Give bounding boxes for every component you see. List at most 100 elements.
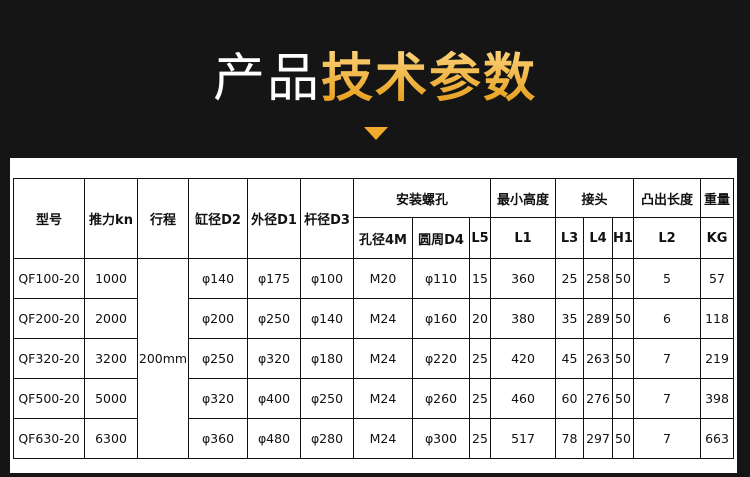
triangle-down-icon (364, 127, 388, 140)
table-cell: 5000 (84, 378, 138, 419)
table-cell: 6300 (84, 418, 138, 459)
table-cell: M24 (353, 418, 413, 459)
table-cell: φ400 (247, 378, 301, 419)
header-l3: L3 (555, 217, 584, 259)
table-cell: 420 (490, 338, 556, 379)
subheader-row: 孔径4M 圆周D4 L5 L1 L3 L4 H1 L2 KG (14, 217, 734, 259)
table-cell: 50 (612, 298, 634, 339)
table-cell: 50 (612, 378, 634, 419)
header-weight: 重量 (700, 178, 734, 218)
header-rod: 杆径D3 (300, 178, 354, 259)
header-row: 型号 推力kn 行程 缸径D2 外径D1 杆径D3 安装螺孔 最小高度 接头 凸… (13, 178, 734, 259)
table-cell: φ280 (300, 418, 354, 459)
table-cell: 297 (583, 418, 613, 459)
spec-table: 型号 推力kn 行程 缸径D2 外径D1 杆径D3 安装螺孔 最小高度 接头 凸… (13, 178, 734, 459)
table-cell: 2000 (84, 298, 138, 339)
header-h1: H1 (612, 217, 634, 259)
table-cell: 517 (490, 418, 556, 459)
header-hole: 孔径4M (353, 217, 413, 259)
table-cell: 25 (469, 338, 491, 379)
table-cell: 263 (583, 338, 613, 379)
table-cell: QF320-20 (13, 338, 85, 379)
table-cell: φ180 (300, 338, 354, 379)
table-cell: φ110 (412, 258, 470, 299)
table-cell: φ140 (300, 298, 354, 339)
table-cell: 118 (700, 298, 734, 339)
table-cell: 78 (555, 418, 584, 459)
table-cell: 6 (633, 298, 701, 339)
table-cell: φ300 (412, 418, 470, 459)
header-outer: 外径D1 (247, 178, 301, 259)
table-cell: QF200-20 (13, 298, 85, 339)
header-circle: 圆周D4 (412, 217, 470, 259)
table-cell: M20 (353, 258, 413, 299)
table-cell: M24 (353, 378, 413, 419)
cell-stroke: 200mm (137, 258, 189, 459)
table-cell: φ175 (247, 258, 301, 299)
title-highlight: 技术参数 (321, 49, 538, 109)
table-cell: φ320 (247, 338, 301, 379)
table-cell: 3200 (84, 338, 138, 379)
table-cell: QF500-20 (13, 378, 85, 419)
header-mount: 安装螺孔 (353, 178, 491, 218)
table-cell: 25 (555, 258, 584, 299)
table-cell: 1000 (84, 258, 138, 299)
table-cell: φ360 (188, 418, 248, 459)
table-cell: 7 (633, 418, 701, 459)
header-protrude: 凸出长度 (633, 178, 701, 218)
table-cell: 258 (583, 258, 613, 299)
table-cell: 57 (700, 258, 734, 299)
table-cell: 7 (633, 378, 701, 419)
table-cell: φ200 (188, 298, 248, 339)
table-cell: 15 (469, 258, 491, 299)
header-l1: L1 (490, 217, 556, 259)
table-cell: φ160 (412, 298, 470, 339)
header-l5: L5 (469, 217, 491, 259)
table-cell: φ250 (247, 298, 301, 339)
table-cell: 360 (490, 258, 556, 299)
table-cell: 380 (490, 298, 556, 339)
table-row: QF100-20 1000 200mm φ140 φ175 φ100 M20 φ110 15 36… (13, 258, 734, 459)
header-l4: L4 (583, 217, 613, 259)
table-cell: 398 (700, 378, 734, 419)
table-cell: 50 (612, 338, 634, 379)
table-cell: 276 (583, 378, 613, 419)
title-plain: 产品 (212, 49, 321, 109)
table-cell: 7 (633, 338, 701, 379)
table-cell: 35 (555, 298, 584, 339)
table-cell: 25 (469, 418, 491, 459)
table-cell: 20 (469, 298, 491, 339)
header-min-height: 最小高度 (490, 178, 556, 218)
table-cell: M24 (353, 298, 413, 339)
table-cell: 45 (555, 338, 584, 379)
table-cell: φ260 (412, 378, 470, 419)
table-cell: 60 (555, 378, 584, 419)
section-title: 产品技术参数 (0, 44, 750, 114)
table-row: QF500-20 5000 φ320 φ400 φ250 M24 φ260 25 460 60 27… (13, 378, 734, 419)
header-joint: 接头 (555, 178, 634, 218)
header-model: 型号 (13, 178, 85, 259)
table-row: QF200-20 2000 φ200 φ250 φ140 M24 φ160 20 380 35 28… (13, 298, 734, 339)
header-bore: 缸径D2 (188, 178, 248, 259)
header-thrust: 推力kn (84, 178, 138, 259)
table-cell: 460 (490, 378, 556, 419)
table-cell: 289 (583, 298, 613, 339)
table-cell: φ250 (188, 338, 248, 379)
table-cell: 25 (469, 378, 491, 419)
table-cell: QF630-20 (13, 418, 85, 459)
table-row: QF320-20 3200 φ250 φ320 φ180 M24 φ220 25 420 45 26… (13, 338, 734, 379)
table-cell: 5 (633, 258, 701, 299)
table-cell: φ320 (188, 378, 248, 419)
table-cell: φ100 (300, 258, 354, 299)
table-cell: 663 (700, 418, 734, 459)
table-cell: QF100-20 (13, 258, 85, 299)
table-cell: φ250 (300, 378, 354, 419)
header-l2: L2 (633, 217, 701, 259)
table-cell: φ140 (188, 258, 248, 299)
table-cell: φ220 (412, 338, 470, 379)
table-cell: φ480 (247, 418, 301, 459)
table-row: QF630-20 6300 φ360 φ480 φ280 M24 φ300 25 517 78 29… (13, 418, 734, 459)
header-kg: KG (700, 217, 734, 259)
table-cell: 219 (700, 338, 734, 379)
table-cell: M24 (353, 338, 413, 379)
